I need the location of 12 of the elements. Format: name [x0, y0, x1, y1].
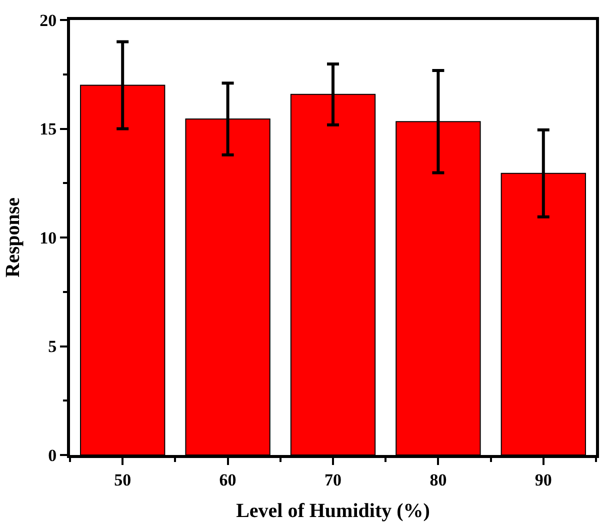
- x-axis-title: Level of Humidity (%): [236, 500, 430, 522]
- y-tick-label: 20: [40, 10, 57, 30]
- x-tick-label: 90: [534, 470, 552, 490]
- y-tick-label: 10: [40, 228, 57, 248]
- y-axis-title: Response: [2, 197, 24, 278]
- y-tick-label: 0: [48, 446, 57, 465]
- x-tick-label: 80: [430, 470, 447, 490]
- x-tick-label: 50: [114, 470, 132, 490]
- y-tick-label: 15: [40, 120, 57, 139]
- x-tick-label: 60: [219, 470, 236, 490]
- y-tick-label: 5: [48, 337, 57, 356]
- x-tick-label: 70: [324, 470, 342, 490]
